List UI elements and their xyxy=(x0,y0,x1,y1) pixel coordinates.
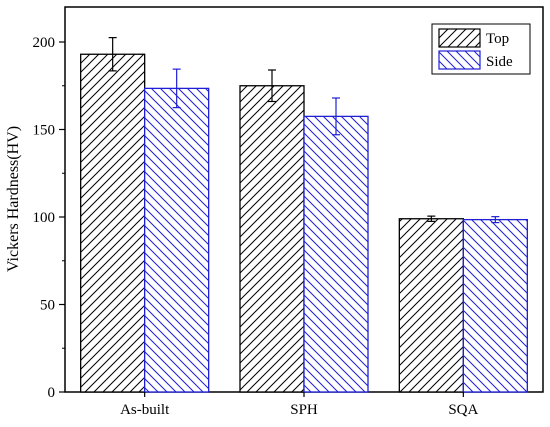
y-tick-label: 200 xyxy=(33,35,56,51)
legend-swatch-top xyxy=(438,28,481,48)
y-tick-label: 50 xyxy=(40,298,55,314)
bars-layer xyxy=(80,37,528,393)
bar-top-sqa xyxy=(398,218,464,393)
y-tick-label: 0 xyxy=(48,385,56,401)
bar-side-sqa xyxy=(462,218,528,393)
x-tick-label: SQA xyxy=(448,402,478,418)
bar-top-as-built xyxy=(80,53,146,393)
y-axis-title: Vickers Hardness(HV) xyxy=(5,126,22,272)
y-tick-label: 100 xyxy=(33,210,56,226)
x-tick-label: As-built xyxy=(120,402,170,418)
legend: Top Side xyxy=(431,23,531,75)
legend-label-top: Top xyxy=(486,31,509,47)
bar-side-as-built xyxy=(144,87,210,393)
axis-layer: As-built SPH SQA 0 50 100 150 200 xyxy=(33,35,479,418)
legend-swatch-side xyxy=(438,50,481,70)
bar-top-sph xyxy=(239,85,305,393)
x-tick-label: SPH xyxy=(290,402,318,418)
legend-label-side: Side xyxy=(486,54,513,70)
bar-side-sph xyxy=(303,115,369,393)
y-tick-label: 150 xyxy=(33,123,56,139)
